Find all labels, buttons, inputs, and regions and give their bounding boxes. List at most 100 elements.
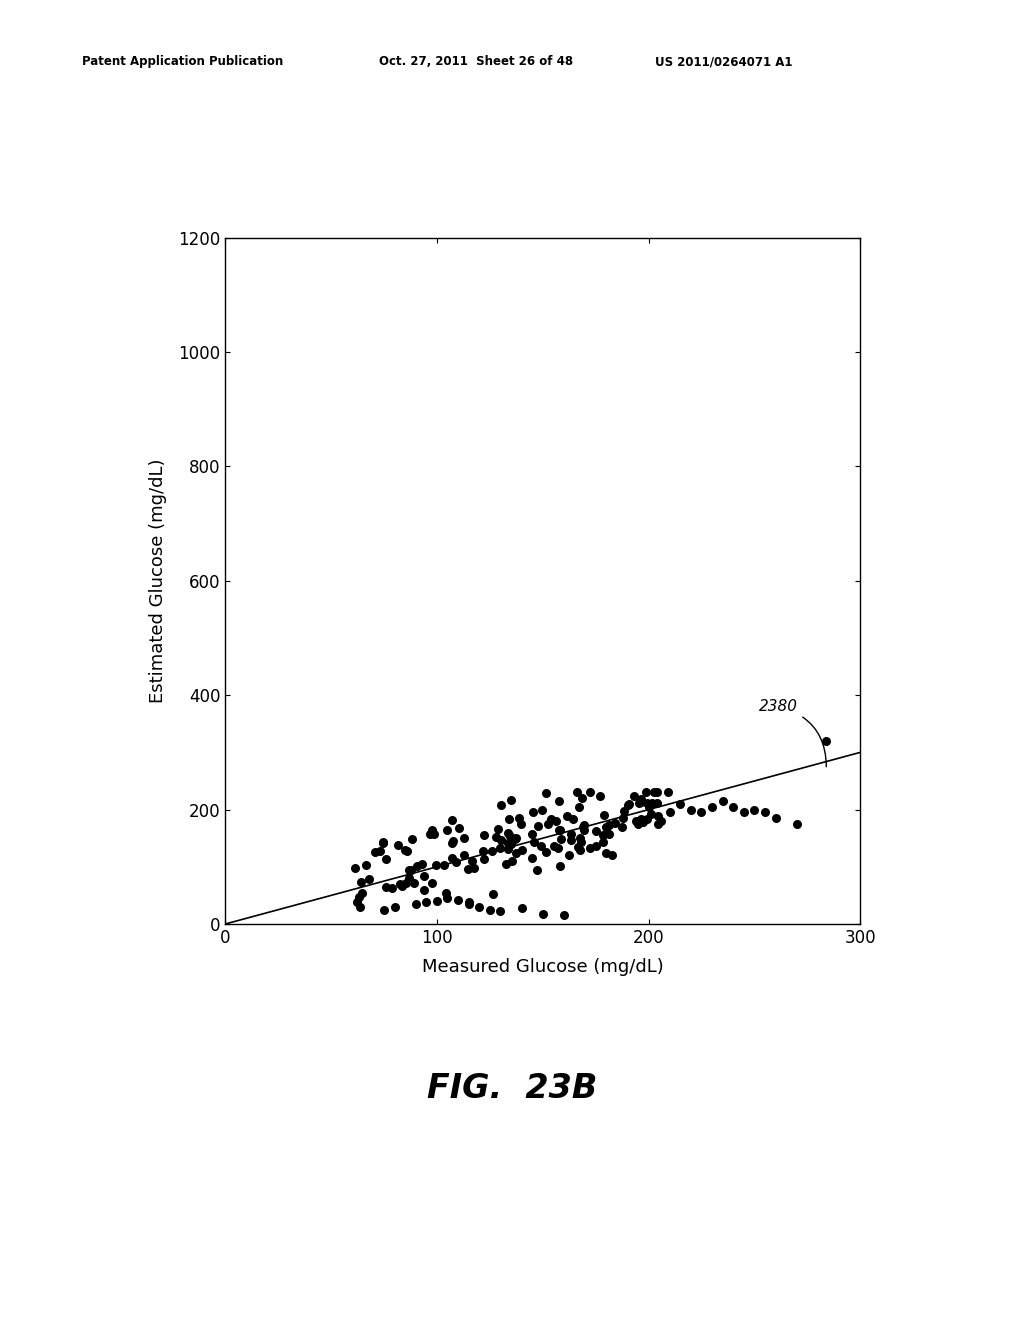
Point bbox=[596, 804, 612, 825]
Point bbox=[444, 830, 461, 851]
Point bbox=[633, 808, 649, 829]
Point bbox=[450, 890, 466, 911]
Point bbox=[443, 832, 460, 853]
Point bbox=[347, 857, 364, 878]
Point bbox=[630, 813, 646, 834]
Point bbox=[598, 842, 614, 863]
Point bbox=[353, 882, 370, 903]
Point bbox=[551, 791, 567, 812]
Point bbox=[456, 828, 472, 849]
Point bbox=[392, 873, 409, 894]
Point bbox=[575, 816, 592, 837]
Point bbox=[649, 781, 666, 803]
Point bbox=[393, 875, 410, 896]
Point bbox=[588, 821, 604, 842]
Text: US 2011/0264071 A1: US 2011/0264071 A1 bbox=[655, 55, 793, 69]
Point bbox=[360, 869, 377, 890]
Point bbox=[640, 796, 656, 817]
Point bbox=[507, 829, 523, 850]
Point bbox=[551, 820, 567, 841]
Point bbox=[443, 847, 460, 869]
Point bbox=[524, 801, 541, 822]
Point bbox=[535, 903, 551, 924]
Point bbox=[601, 814, 617, 836]
Point bbox=[398, 841, 415, 862]
Point bbox=[416, 866, 432, 887]
Point bbox=[499, 853, 515, 874]
Point bbox=[551, 820, 567, 841]
Point bbox=[559, 805, 575, 826]
Point bbox=[502, 825, 518, 846]
Point bbox=[570, 797, 587, 818]
Point bbox=[400, 859, 417, 880]
Point bbox=[550, 838, 566, 859]
Point bbox=[552, 855, 568, 876]
Point bbox=[493, 795, 509, 816]
X-axis label: Measured Glucose (mg/dL): Measured Glucose (mg/dL) bbox=[422, 958, 664, 975]
Point bbox=[571, 840, 588, 861]
Point bbox=[447, 851, 464, 873]
Point bbox=[683, 799, 699, 820]
Point bbox=[504, 851, 520, 873]
Point bbox=[534, 799, 550, 820]
Y-axis label: Estimated Glucose (mg/dL): Estimated Glucose (mg/dL) bbox=[150, 458, 167, 704]
Text: 2380: 2380 bbox=[759, 700, 826, 767]
Point bbox=[757, 801, 773, 824]
Point bbox=[538, 783, 554, 804]
Point bbox=[352, 896, 369, 917]
Point bbox=[503, 834, 519, 855]
Point bbox=[735, 801, 752, 824]
Point bbox=[616, 800, 633, 821]
Point bbox=[437, 882, 454, 903]
Point bbox=[659, 781, 676, 803]
Point bbox=[424, 820, 440, 841]
Text: Patent Application Publication: Patent Application Publication bbox=[82, 55, 284, 69]
Point bbox=[650, 805, 667, 826]
Point bbox=[788, 813, 805, 834]
Point bbox=[538, 841, 554, 862]
Point bbox=[508, 842, 524, 863]
Point bbox=[414, 853, 430, 874]
Point bbox=[357, 854, 374, 875]
Point bbox=[613, 817, 630, 838]
Point bbox=[466, 858, 482, 879]
Point bbox=[471, 896, 487, 917]
Point bbox=[436, 854, 453, 875]
Point bbox=[575, 820, 592, 841]
Point bbox=[569, 781, 586, 803]
Point bbox=[524, 824, 541, 845]
Point bbox=[548, 810, 564, 832]
Point bbox=[573, 788, 590, 809]
Point bbox=[746, 799, 763, 820]
Point bbox=[546, 836, 562, 857]
Point bbox=[703, 796, 720, 817]
Point bbox=[444, 809, 461, 830]
Point bbox=[503, 789, 519, 810]
Point bbox=[561, 845, 578, 866]
Point bbox=[601, 824, 617, 845]
Point bbox=[500, 838, 516, 859]
Point bbox=[422, 824, 438, 845]
Point bbox=[451, 817, 467, 838]
Point bbox=[439, 887, 456, 908]
Point bbox=[493, 900, 509, 921]
Point bbox=[595, 832, 611, 853]
Point bbox=[635, 812, 651, 833]
Point bbox=[500, 832, 516, 853]
Point bbox=[582, 837, 598, 858]
Point bbox=[489, 818, 506, 840]
Point bbox=[638, 781, 654, 803]
Point bbox=[429, 891, 445, 912]
Point bbox=[416, 879, 432, 900]
Point bbox=[424, 873, 440, 894]
Point bbox=[428, 854, 444, 875]
Point bbox=[650, 813, 667, 834]
Point bbox=[396, 840, 413, 861]
Point bbox=[626, 785, 642, 807]
Point bbox=[513, 840, 529, 861]
Point bbox=[397, 873, 414, 894]
Point bbox=[767, 808, 783, 829]
Point bbox=[508, 828, 524, 849]
Point bbox=[645, 781, 662, 803]
Point bbox=[386, 896, 402, 917]
